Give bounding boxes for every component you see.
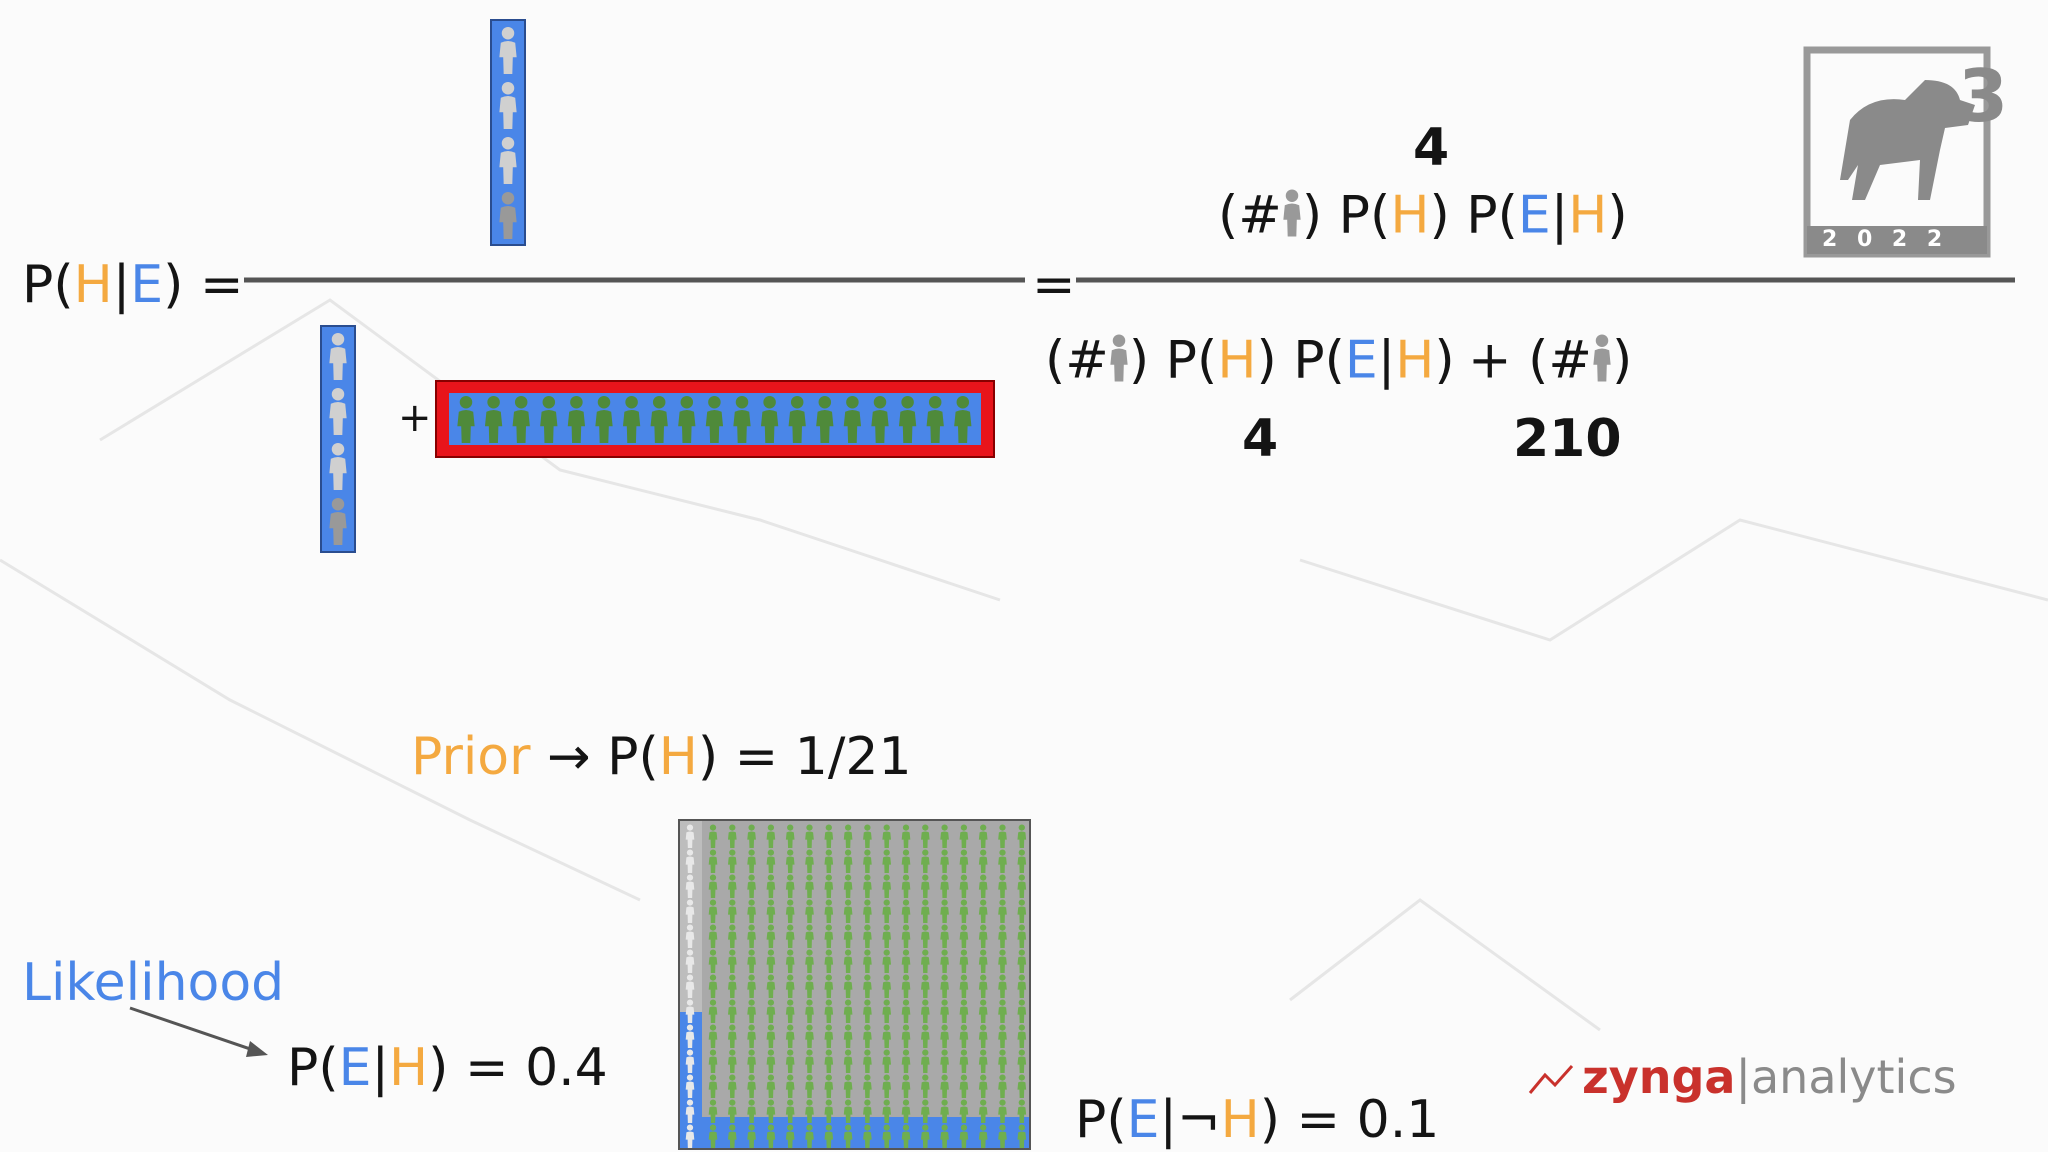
count: 4 [1242, 409, 1279, 469]
likelihood: P(E|H) = 0.4 [287, 1042, 608, 1094]
text: ) [1434, 330, 1455, 391]
text: H [389, 1038, 429, 1098]
population-grid [678, 819, 1031, 1150]
text: P( [1075, 1090, 1127, 1150]
text: ) P( [1256, 330, 1345, 391]
text: Prior [411, 727, 531, 787]
text: ) [1607, 185, 1628, 246]
logo-brand: zynga [1582, 1050, 1736, 1104]
text: H [1390, 185, 1430, 246]
dog-logo [1840, 80, 1975, 200]
arrow-head [246, 1041, 268, 1057]
person-icon [1593, 334, 1611, 382]
text: H [1217, 330, 1257, 391]
text: ) = 0.4 [428, 1038, 608, 1098]
text: ) = 1/21 [697, 727, 912, 787]
text: | [1377, 330, 1396, 391]
person [1283, 189, 1301, 237]
text: ) [1611, 330, 1633, 391]
text: P( [22, 255, 74, 315]
alternative: P(E|¬H) = 0.1 [1075, 1094, 1439, 1146]
arrow [129, 1006, 263, 1055]
text: E [1344, 330, 1378, 391]
count: 4 [1413, 118, 1450, 178]
text: H [1220, 1090, 1260, 1150]
logo-icon [1528, 1064, 1574, 1094]
logo-product: |analytics [1735, 1050, 1957, 1104]
text: P( [287, 1038, 339, 1098]
person [1110, 334, 1128, 382]
text: (# [1045, 330, 1109, 391]
person [1593, 334, 1611, 382]
person-icon [1110, 334, 1128, 382]
text: | [112, 255, 131, 315]
plus: + [398, 395, 432, 441]
network-line [0, 558, 641, 902]
network-line [1299, 518, 2048, 642]
text: ) P( [1128, 330, 1218, 391]
network-line [99, 298, 1001, 602]
badge [1803, 46, 1991, 258]
likelihood-label: Likelihood [22, 953, 285, 1013]
equals: = [1032, 255, 1076, 315]
background-network [0, 298, 2048, 1032]
text: E [338, 1038, 372, 1098]
text: ) = [163, 255, 244, 315]
person-icon [1283, 189, 1301, 237]
text: H [1568, 185, 1608, 246]
prior: Prior → P(H) = 1/21 [411, 731, 912, 783]
text: ) = 0.1 [1259, 1090, 1440, 1150]
text: E [1517, 185, 1551, 246]
text: | [371, 1038, 390, 1098]
badge-number: 3 [1958, 54, 2009, 138]
text: ) P( [1429, 185, 1518, 246]
text: |¬ [1159, 1090, 1221, 1150]
text: | [1550, 185, 1569, 246]
text: ) P( [1301, 185, 1391, 246]
badge-year: 2 0 2 2 [1822, 227, 1949, 252]
text: E [1126, 1090, 1160, 1150]
text: (# [1218, 185, 1282, 246]
text: H [658, 727, 698, 787]
denominator-term: (#) P(H) P(E|H) [1045, 334, 1455, 387]
lhs: P(H|E) = [22, 259, 244, 311]
text: + (# [1468, 330, 1592, 391]
badge-strip [1807, 226, 1987, 254]
network-line [1289, 898, 1601, 1032]
logo: zynga|analytics [1582, 1054, 1957, 1100]
text: H [73, 255, 113, 315]
numerator: (#) P(H) P(E|H) [1218, 189, 1628, 242]
text: E [130, 255, 164, 315]
text: H [1395, 330, 1435, 391]
denominator-term: + (#) [1468, 334, 1632, 387]
text: → P( [530, 727, 659, 787]
count: 210 [1513, 409, 1622, 469]
